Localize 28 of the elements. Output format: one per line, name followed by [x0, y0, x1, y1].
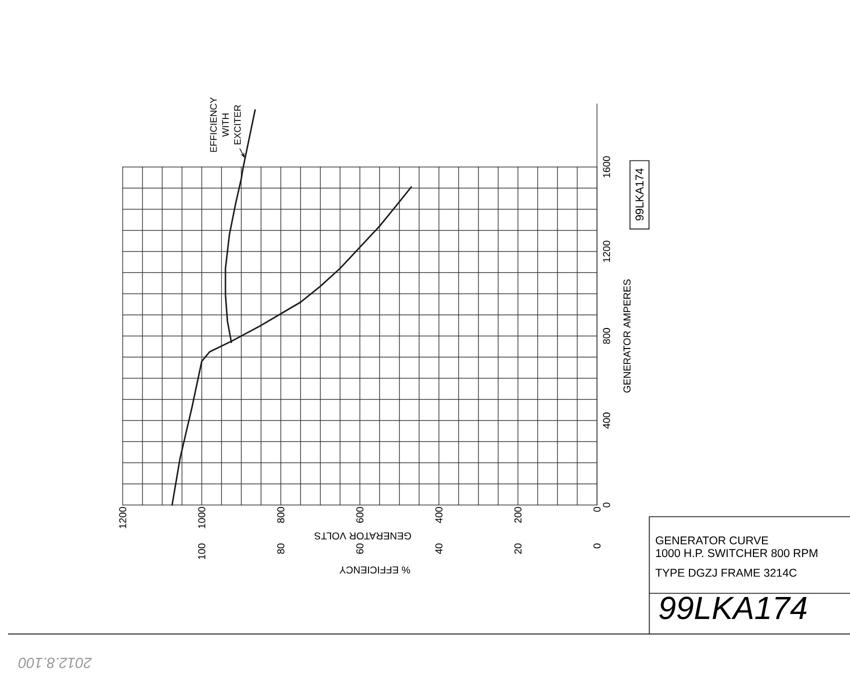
text: TYPE DGZJ FRAME 3214C	[656, 568, 797, 577]
x2-tick-label: 20	[514, 544, 522, 554]
x-tick-label: 1000	[198, 506, 206, 528]
x2-axis-title: % EFFICIENCY	[340, 566, 410, 574]
text: 99LKA174	[636, 168, 644, 220]
y-tick-label: 1600	[602, 156, 610, 178]
x-tick-label: 800	[277, 506, 284, 523]
x-tick-label: 200	[514, 506, 522, 523]
x-tick-label: 400	[435, 506, 442, 524]
x-tick-label: 0	[593, 506, 601, 512]
y-tick-label: 0	[602, 502, 610, 508]
y-axis-title: GENERATOR AMPERES	[623, 279, 631, 393]
x-tick-label: 1200	[119, 506, 126, 528]
text: 1000 H.P. SWITCHER 800 RPM	[656, 549, 818, 558]
x-tick-label: 600	[356, 506, 364, 523]
x2-tick-label: 0	[593, 544, 601, 548]
x-axis-title: GENERATOR VOLTS	[314, 532, 411, 540]
x2-tick-label: 80	[277, 544, 284, 554]
y-tick-label: 400	[602, 412, 610, 429]
x2-tick-label: 60	[356, 544, 364, 554]
y-tick-label: 1200	[602, 240, 610, 262]
text: EFFICIENCY WITH EXCITER	[210, 97, 241, 152]
y-tick-label: 800	[602, 328, 610, 344]
text: GENERATOR CURVE	[656, 536, 768, 544]
text: 99LKA174	[659, 596, 806, 620]
x2-tick-label: 40	[435, 544, 442, 554]
text: 2012.8.100	[18, 658, 92, 668]
x2-tick-label: 100	[198, 544, 206, 560]
